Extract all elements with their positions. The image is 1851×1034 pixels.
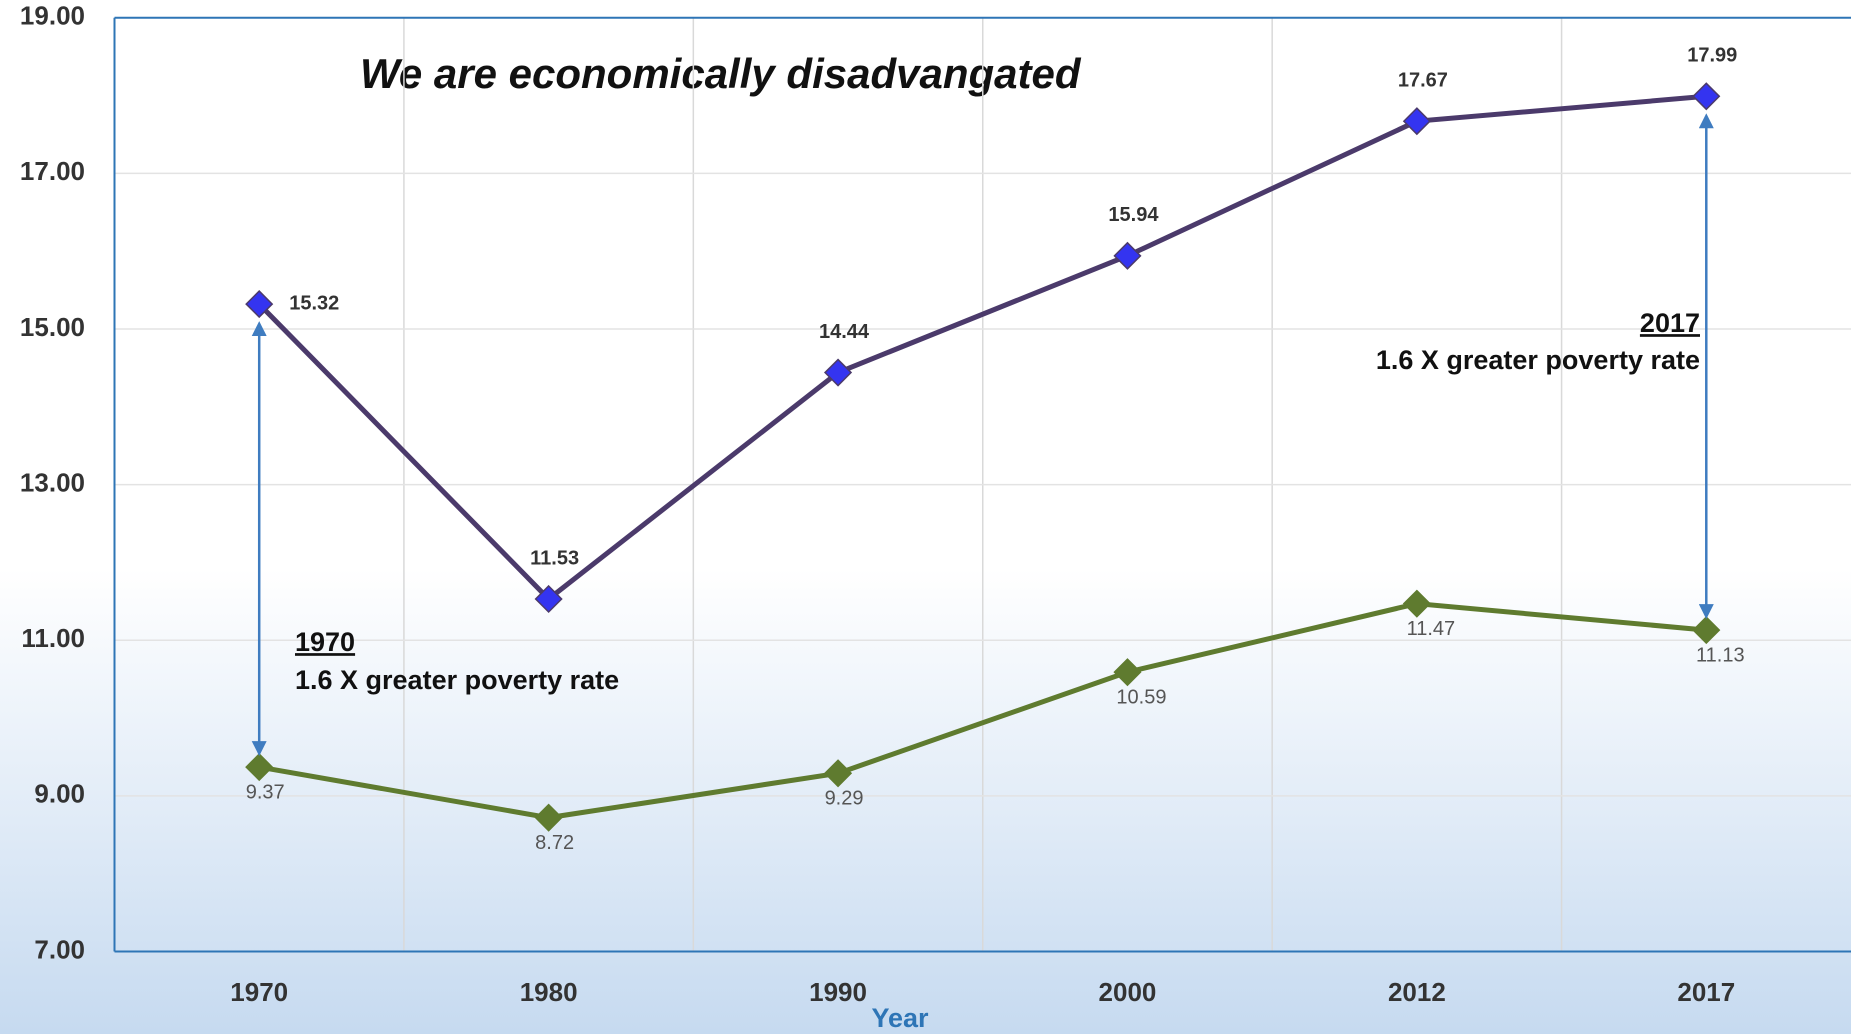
y-tick-label: 13.00	[20, 467, 85, 497]
marker	[245, 753, 274, 782]
y-tick-label: 17.00	[20, 156, 85, 186]
x-tick-label: 2012	[1388, 977, 1446, 1007]
data-label: 10.59	[1116, 686, 1166, 708]
data-label: 17.67	[1398, 69, 1448, 91]
y-tick-label: 11.00	[21, 623, 85, 653]
marker	[1113, 241, 1142, 270]
x-tick-label: 2017	[1677, 977, 1735, 1007]
marker	[534, 803, 563, 832]
marker	[534, 584, 563, 614]
x-tick-label: 1970	[230, 977, 288, 1007]
marker	[823, 759, 853, 788]
x-tick-label: 2000	[1099, 977, 1157, 1007]
marker	[1402, 107, 1431, 136]
data-label: 14.44	[819, 321, 870, 343]
data-label: 9.29	[825, 788, 864, 810]
marker	[1692, 616, 1721, 645]
chart-title: We are economically disadvangated	[360, 50, 1082, 97]
data-label: 17.99	[1687, 45, 1737, 67]
data-label: 15.94	[1108, 204, 1159, 226]
y-tick-label: 19.00	[20, 1, 85, 31]
marker	[245, 290, 274, 319]
x-tick-label: 1980	[520, 977, 578, 1007]
y-tick-label: 7.00	[34, 934, 85, 964]
annotation-text: 1.6 X greater poverty rate	[1376, 345, 1700, 375]
x-tick-label: 1990	[809, 977, 867, 1007]
annotation-text: 1.6 X greater poverty rate	[295, 665, 619, 695]
data-label: 11.47	[1407, 618, 1456, 640]
x-axis-label: Year	[871, 1003, 929, 1033]
marker	[1402, 589, 1431, 618]
y-tick-label: 9.00	[34, 779, 85, 809]
data-label: 15.32	[289, 292, 339, 314]
data-label: 8.72	[535, 832, 574, 854]
annotation-heading: 2017	[1640, 308, 1700, 338]
marker	[1113, 658, 1142, 687]
data-label: 11.13	[1696, 644, 1745, 666]
marker	[823, 358, 853, 387]
marker	[1692, 82, 1721, 111]
data-label: 11.53	[530, 547, 579, 569]
data-label: 9.37	[246, 781, 285, 803]
y-tick-label: 15.00	[20, 312, 85, 342]
series-line	[257, 93, 1707, 603]
series-line	[258, 601, 1707, 821]
annotation-heading: 1970	[295, 627, 355, 657]
